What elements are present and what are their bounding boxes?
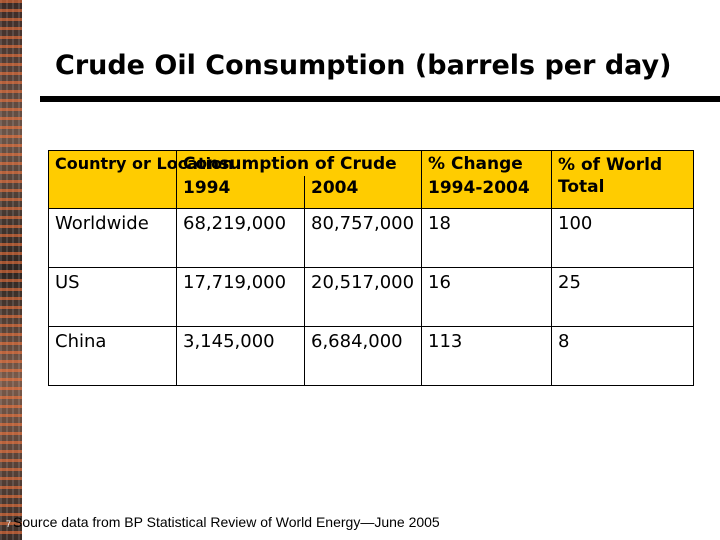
title-rule: [40, 96, 720, 102]
header-change-line1: % Change: [421, 150, 553, 176]
header-pct-world: % of World Total: [551, 150, 695, 209]
page-number: 7: [6, 519, 12, 529]
cell-2004: 6,684,000: [303, 326, 423, 386]
header-1994: 1994: [176, 176, 305, 209]
header-2004: 2004: [303, 176, 423, 209]
table-row: Worldwide 68,219,000 80,757,000 18 100: [48, 208, 695, 268]
cell-change: 113: [421, 326, 553, 386]
cell-change: 16: [421, 267, 553, 327]
cell-change: 18: [421, 208, 553, 268]
cell-1994: 68,219,000: [176, 208, 305, 268]
traffic-photo-strip: [0, 0, 22, 540]
cell-location: Worldwide: [48, 208, 177, 268]
source-footer: 7 Source data from BP Statistical Review …: [6, 514, 440, 530]
cell-2004: 20,517,000: [303, 267, 423, 327]
consumption-table: Country or Location Consumption of Crude…: [48, 150, 695, 386]
cell-location: US: [48, 267, 177, 327]
table-header-row: Country or Location Consumption of Crude…: [48, 150, 695, 209]
cell-2004: 80,757,000: [303, 208, 423, 268]
header-consumption: Consumption of Crude: [175, 150, 423, 176]
cell-pct: 100: [551, 208, 695, 268]
cell-pct: 25: [551, 267, 695, 327]
header-country: Country or Location: [48, 150, 234, 209]
source-text: Source data from BP Statistical Review o…: [13, 514, 440, 530]
table-row: US 17,719,000 20,517,000 16 25: [48, 267, 695, 327]
cell-pct: 8: [551, 326, 695, 386]
cell-location: China: [48, 326, 177, 386]
table-row: China 3,145,000 6,684,000 113 8: [48, 326, 695, 386]
header-change-line2: 1994-2004: [421, 176, 553, 209]
cell-1994: 3,145,000: [176, 326, 305, 386]
slide-title: Crude Oil Consumption (barrels per day): [55, 50, 672, 81]
cell-1994: 17,719,000: [176, 267, 305, 327]
